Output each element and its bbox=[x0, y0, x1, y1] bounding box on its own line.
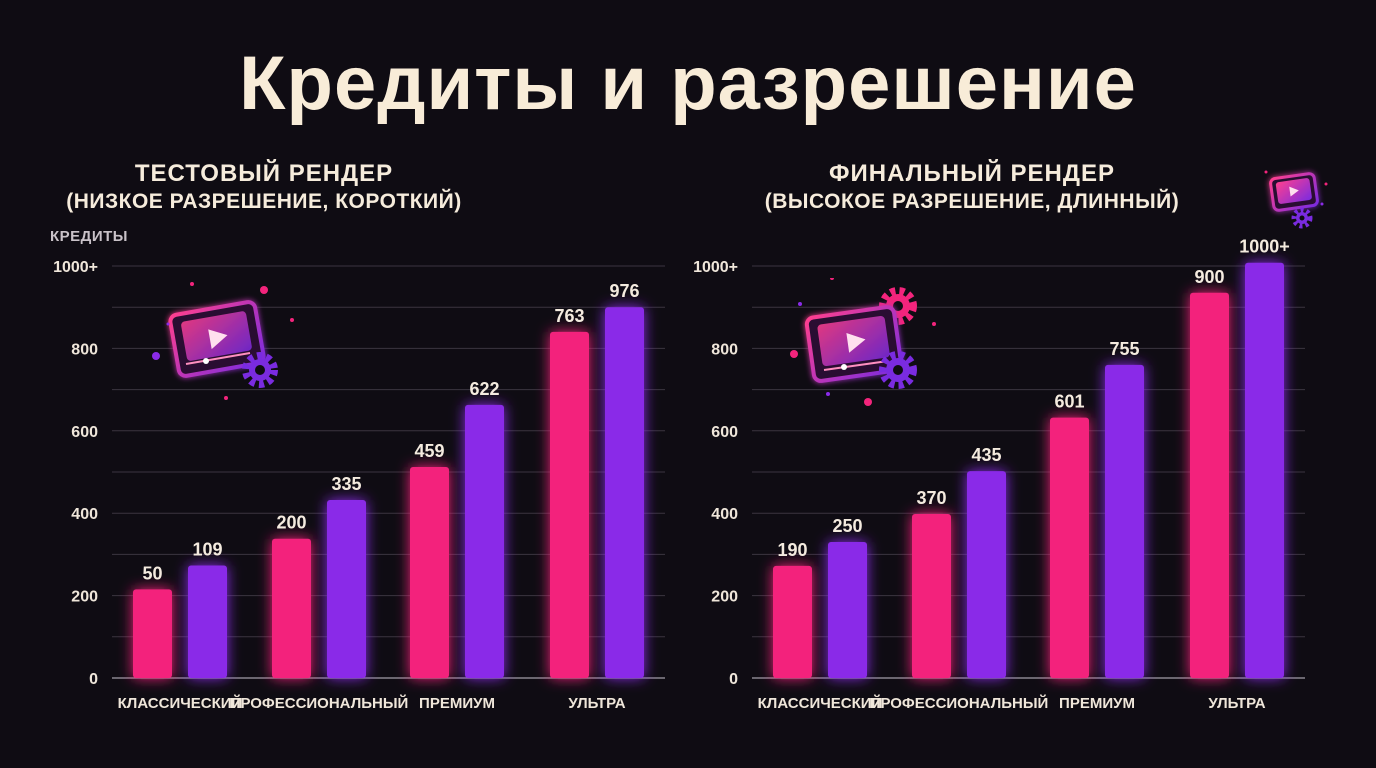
video-screen-icon bbox=[1264, 170, 1328, 229]
bar bbox=[1050, 417, 1089, 678]
bar bbox=[465, 404, 504, 678]
x-tick-label: ПРОФЕССИОНАЛЬНЫЙ bbox=[230, 694, 409, 712]
bar bbox=[410, 467, 449, 678]
data-label: 763 bbox=[554, 306, 584, 326]
data-label: 190 bbox=[777, 540, 807, 560]
data-label: 976 bbox=[609, 281, 639, 301]
bar bbox=[133, 589, 172, 678]
page-title: Кредиты и разрешение bbox=[239, 41, 1137, 126]
bar bbox=[1245, 262, 1284, 678]
x-tick-label: ПРОФЕССИОНАЛЬНЫЙ bbox=[870, 694, 1049, 712]
data-label: 370 bbox=[916, 488, 946, 508]
data-label: 900 bbox=[1194, 267, 1224, 287]
bar bbox=[1190, 292, 1229, 678]
y-tick-label: 800 bbox=[711, 341, 738, 358]
chart-final-render: ФИНАЛЬНЫЙ РЕНДЕР (ВЫСОКОЕ РАЗРЕШЕНИЕ, ДЛ… bbox=[688, 150, 1376, 768]
data-label: 601 bbox=[1054, 392, 1084, 412]
data-label: 109 bbox=[192, 540, 222, 560]
y-tick-label: 400 bbox=[71, 506, 98, 523]
y-tick-label: 0 bbox=[729, 671, 738, 688]
bar bbox=[550, 331, 589, 678]
y-tick-label: 600 bbox=[711, 424, 738, 441]
y-tick-label: 1000+ bbox=[693, 259, 738, 276]
video-screen-icon bbox=[790, 278, 936, 406]
chart-title: ФИНАЛЬНЫЙ РЕНДЕР (ВЫСОКОЕ РАЗРЕШЕНИЕ, ДЛ… bbox=[628, 160, 1316, 214]
x-tick-label: ПРЕМИУМ bbox=[419, 695, 495, 712]
data-label: 435 bbox=[971, 445, 1001, 465]
y-tick-label: 800 bbox=[71, 341, 98, 358]
y-tick-label: 200 bbox=[711, 589, 738, 606]
chart-title-main: ТЕСТОВЫЙ РЕНДЕР bbox=[134, 160, 394, 187]
x-tick-label: УЛЬТРА bbox=[1208, 695, 1265, 712]
chart-test-render: ТЕСТОВЫЙ РЕНДЕР (НИЗКОЕ РАЗРЕШЕНИЕ, КОРО… bbox=[0, 150, 688, 768]
data-label: 622 bbox=[469, 379, 499, 399]
x-tick-label: КЛАССИЧЕСКИЙ bbox=[758, 694, 883, 712]
chart-title-main: ФИНАЛЬНЫЙ РЕНДЕР bbox=[829, 160, 1115, 187]
data-label: 1000+ bbox=[1239, 237, 1290, 257]
x-tick-label: УЛЬТРА bbox=[568, 695, 625, 712]
bar-chart-test-render: 0 200 400 600 800 1000+ КЛАССИЧЕСКИЙПРОФЕССИОН… bbox=[53, 259, 665, 712]
bar bbox=[605, 307, 644, 678]
data-label: 755 bbox=[1109, 339, 1139, 359]
gear-icon bbox=[879, 351, 917, 389]
data-label: 250 bbox=[832, 516, 862, 536]
bar bbox=[272, 538, 311, 678]
bar bbox=[188, 565, 227, 678]
bar bbox=[967, 471, 1006, 678]
y-tick-label: 400 bbox=[711, 506, 738, 523]
y-tick-label: 600 bbox=[71, 424, 98, 441]
bar bbox=[773, 565, 812, 678]
x-tick-label: ПРЕМИУМ bbox=[1059, 695, 1135, 712]
y-tick-label: 1000+ bbox=[53, 259, 98, 276]
chart-title: ТЕСТОВЫЙ РЕНДЕР (НИЗКОЕ РАЗРЕШЕНИЕ, КОРО… bbox=[0, 160, 608, 214]
y-tick-label: 0 bbox=[89, 671, 98, 688]
chart-subtitle: (ВЫСОКОЕ РАЗРЕШЕНИЕ, ДЛИННЫЙ) bbox=[764, 190, 1180, 213]
data-label: 200 bbox=[276, 513, 306, 533]
gear-icon bbox=[242, 352, 278, 388]
y-tick-label: 200 bbox=[71, 589, 98, 606]
x-tick-label: КЛАССИЧЕСКИЙ bbox=[118, 694, 243, 712]
data-label: 335 bbox=[331, 474, 361, 494]
bar bbox=[912, 514, 951, 678]
video-screen-icon bbox=[152, 282, 294, 400]
data-label: 50 bbox=[142, 563, 162, 583]
bar bbox=[1105, 364, 1144, 678]
bar-chart-final-render: 0 200 400 600 800 1000+ КЛАССИЧЕСКИЙПРОФЕССИОН… bbox=[693, 237, 1305, 712]
y-axis-label: КРЕДИТЫ bbox=[50, 228, 128, 245]
data-label: 459 bbox=[414, 441, 444, 461]
chart-subtitle: (НИЗКОЕ РАЗРЕШЕНИЕ, КОРОТКИЙ) bbox=[66, 190, 462, 213]
bar bbox=[828, 542, 867, 678]
bar bbox=[327, 500, 366, 678]
